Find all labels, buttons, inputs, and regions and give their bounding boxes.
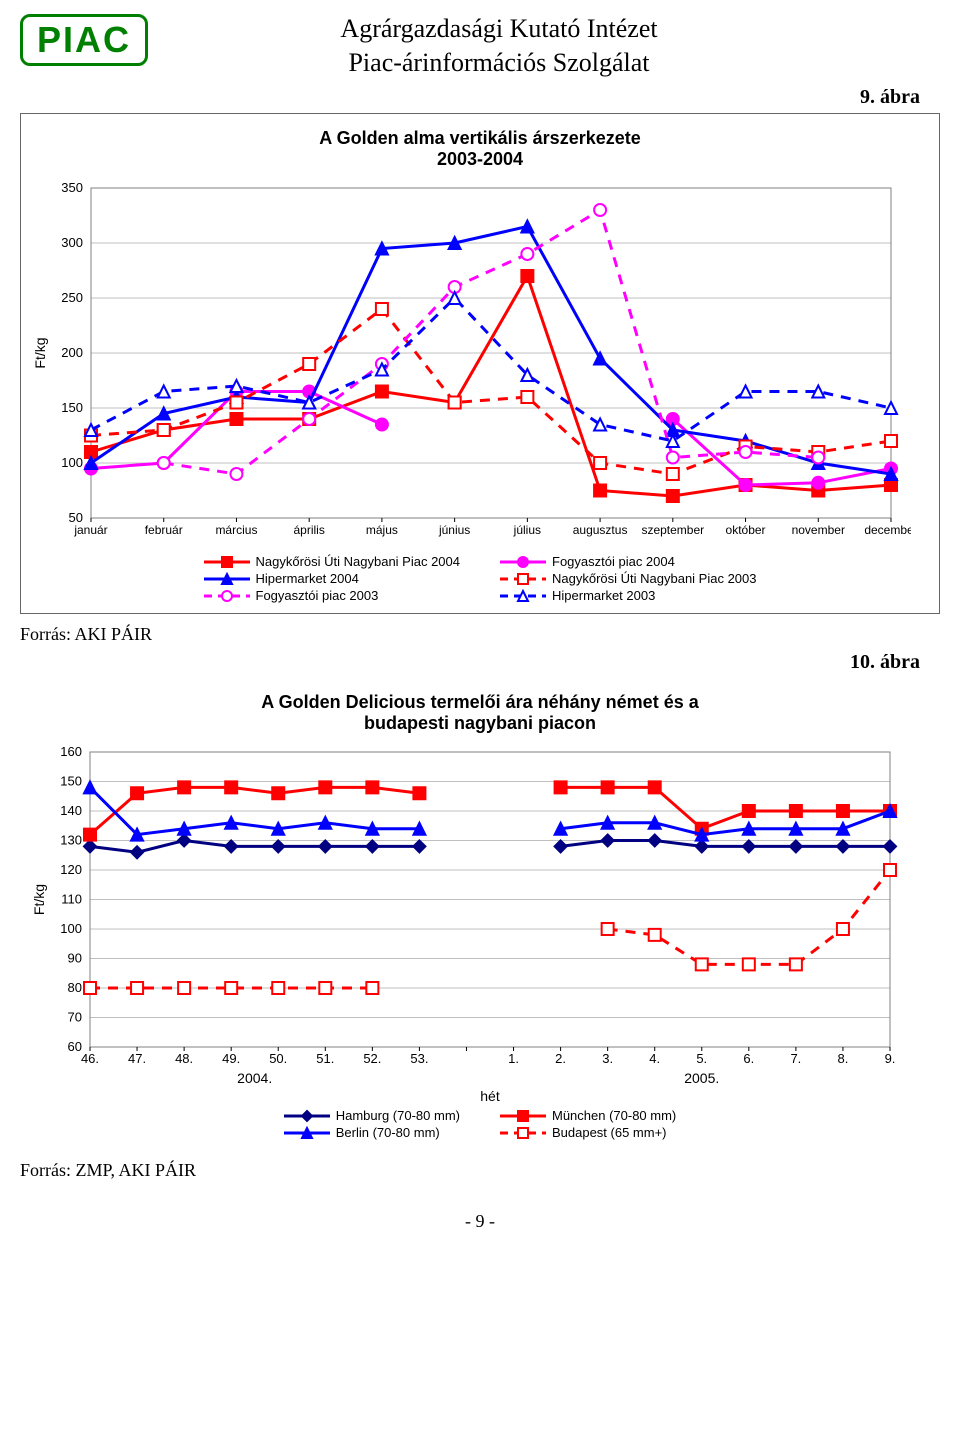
figure9-title-l1: A Golden alma vertikális árszerkezete (319, 128, 641, 148)
legend-item: München (70-80 mm) (500, 1108, 676, 1123)
legend-item: Hipermarket 2003 (500, 588, 757, 603)
svg-text:9.: 9. (885, 1051, 896, 1066)
figure9-legend: Nagykőrösi Úti Nagybani Piac 2004 Hiperma… (31, 554, 929, 603)
svg-text:július: július (513, 523, 541, 537)
figure9-title: A Golden alma vertikális árszerkezete 20… (31, 128, 929, 170)
svg-text:60: 60 (68, 1039, 82, 1054)
svg-text:300: 300 (61, 235, 83, 250)
legend-item: Hamburg (70-80 mm) (284, 1108, 460, 1123)
svg-text:november: november (792, 523, 845, 537)
svg-text:150: 150 (60, 773, 82, 788)
legend-item: Hipermarket 2004 (204, 571, 461, 586)
svg-text:február: február (145, 523, 183, 537)
svg-text:140: 140 (60, 803, 82, 818)
svg-text:október: október (726, 523, 766, 537)
org-title: Agrárgazdasági Kutató Intézet Piac-árinf… (58, 12, 940, 80)
svg-text:70: 70 (68, 1009, 82, 1024)
svg-text:Ft/kg: Ft/kg (31, 884, 47, 915)
svg-text:május: május (366, 523, 398, 537)
legend-item: Nagykőrösi Úti Nagybani Piac 2004 (204, 554, 461, 569)
figure9-box: A Golden alma vertikális árszerkezete 20… (20, 113, 940, 614)
svg-text:2.: 2. (555, 1051, 566, 1066)
svg-text:160: 160 (60, 744, 82, 759)
figure10-label: 10. ábra (20, 651, 920, 674)
svg-text:48.: 48. (175, 1051, 193, 1066)
page-number: - 9 - (20, 1211, 940, 1232)
svg-text:1.: 1. (508, 1051, 519, 1066)
figure10-title-l1: A Golden Delicious termelői ára néhány n… (261, 692, 698, 712)
figure9-title-l2: 2003-2004 (437, 149, 523, 169)
legend-item: Fogyasztói piac 2003 (204, 588, 461, 603)
legend-item: Berlin (70-80 mm) (284, 1125, 460, 1140)
page-header: PIAC Agrárgazdasági Kutató Intézet Piac-… (20, 10, 940, 80)
figure9-source: Forrás: AKI PÁIR (20, 624, 940, 645)
svg-text:szeptember: szeptember (641, 523, 704, 537)
figure10-title: A Golden Delicious termelői ára néhány n… (30, 692, 930, 734)
svg-text:6.: 6. (743, 1051, 754, 1066)
svg-text:100: 100 (60, 921, 82, 936)
svg-text:március: március (215, 523, 257, 537)
svg-text:100: 100 (61, 455, 83, 470)
svg-text:50.: 50. (269, 1051, 287, 1066)
svg-text:2005.: 2005. (684, 1070, 719, 1086)
legend-item: Nagykőrösi Úti Nagybani Piac 2003 (500, 571, 757, 586)
svg-text:7.: 7. (790, 1051, 801, 1066)
svg-text:51.: 51. (316, 1051, 334, 1066)
svg-text:49.: 49. (222, 1051, 240, 1066)
svg-text:130: 130 (60, 832, 82, 847)
svg-text:90: 90 (68, 950, 82, 965)
svg-text:53.: 53. (410, 1051, 428, 1066)
svg-text:110: 110 (61, 891, 82, 906)
svg-text:200: 200 (61, 345, 83, 360)
page-root: PIAC Agrárgazdasági Kutató Intézet Piac-… (0, 0, 960, 1272)
svg-text:június: június (438, 523, 470, 537)
svg-text:2004.: 2004. (237, 1070, 272, 1086)
figure10-title-l2: budapesti nagybani piacon (364, 713, 596, 733)
svg-text:5.: 5. (696, 1051, 707, 1066)
org-line2: Piac-árinformációs Szolgálat (348, 48, 649, 77)
org-line1: Agrárgazdasági Kutató Intézet (340, 14, 657, 43)
figure9-label: 9. ábra (20, 86, 920, 109)
svg-text:hét: hét (480, 1088, 500, 1102)
svg-text:80: 80 (68, 980, 82, 995)
figure10-box: A Golden Delicious termelői ára néhány n… (20, 678, 940, 1150)
svg-text:8.: 8. (838, 1051, 849, 1066)
svg-text:250: 250 (61, 290, 83, 305)
svg-text:52.: 52. (363, 1051, 381, 1066)
svg-text:december: december (864, 523, 911, 537)
svg-text:47.: 47. (128, 1051, 146, 1066)
svg-text:január: január (73, 523, 107, 537)
svg-text:augusztus: augusztus (573, 523, 628, 537)
svg-text:4.: 4. (649, 1051, 660, 1066)
figure10-legend: Hamburg (70-80 mm) Berlin (70-80 mm) Münch… (30, 1108, 930, 1140)
svg-text:350: 350 (61, 180, 83, 195)
figure10-chart: 60 70 80 90 100 110 120 130 140 150 160 46. 47. 48. 49… (30, 742, 910, 1102)
legend-item: Budapest (65 mm+) (500, 1125, 676, 1140)
legend-item: Fogyasztói piac 2004 (500, 554, 757, 569)
svg-text:46.: 46. (81, 1051, 99, 1066)
svg-text:3.: 3. (602, 1051, 613, 1066)
svg-text:150: 150 (61, 400, 83, 415)
figure9-chart: 50100150200250300350januárfebruármárcius… (31, 178, 911, 548)
svg-text:április: április (294, 523, 325, 537)
svg-text:Ft/kg: Ft/kg (32, 337, 48, 368)
figure10-source: Forrás: ZMP, AKI PÁIR (20, 1160, 940, 1181)
svg-text:120: 120 (60, 862, 82, 877)
